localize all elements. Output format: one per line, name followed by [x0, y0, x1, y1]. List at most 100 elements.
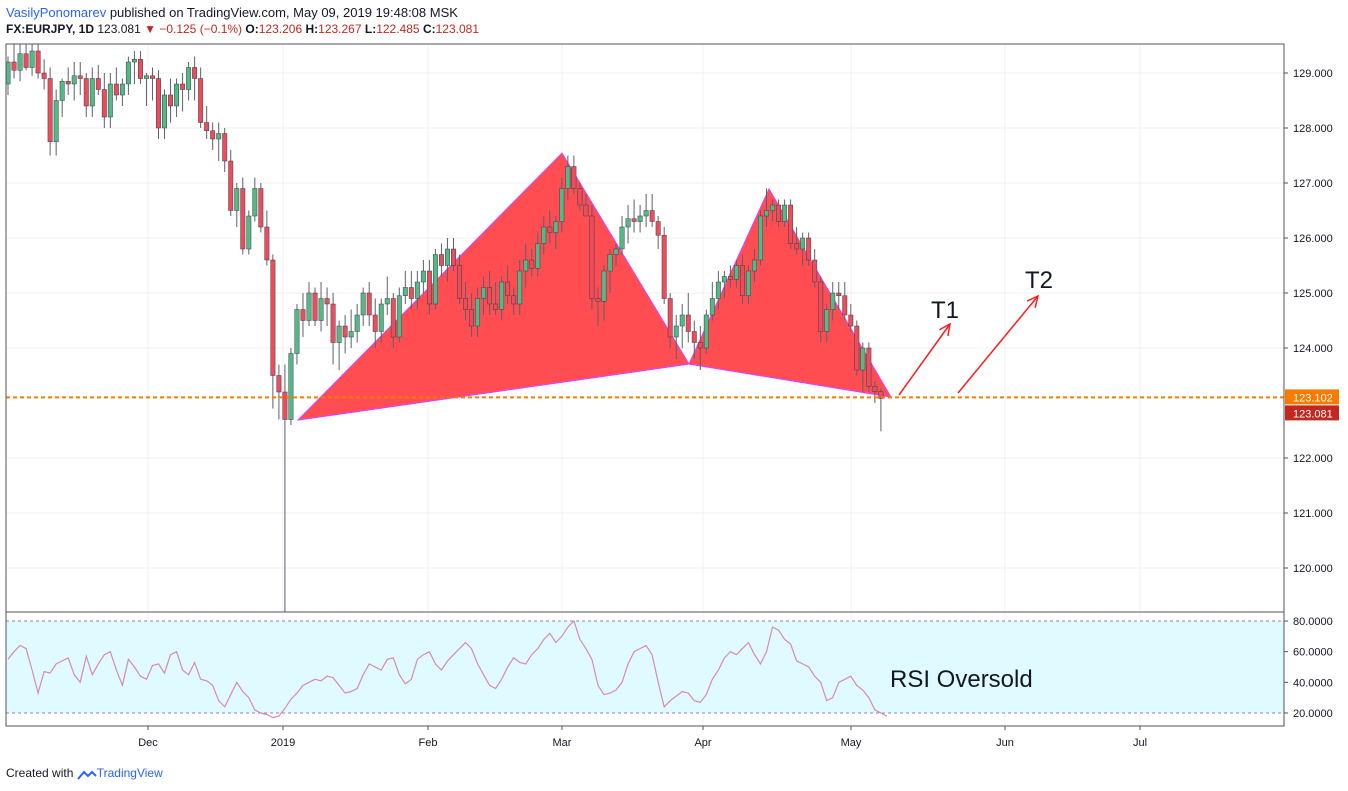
candle [529, 249, 535, 277]
candle-body [505, 281, 511, 296]
candle-body [493, 303, 499, 310]
candle-body [222, 133, 228, 162]
candle-body [23, 53, 29, 68]
candle-body [252, 188, 258, 217]
candle [234, 183, 240, 227]
symbol-legend: FX:EURJPY, 1D 123.081 ▼ −0.125 (−0.1%) O… [6, 22, 479, 36]
y-tick-label: 128.000 [1293, 123, 1333, 135]
y-tick-label: 122.000 [1293, 453, 1333, 465]
candle-body [276, 375, 282, 393]
candle-body [691, 331, 697, 343]
candle [264, 210, 270, 266]
candle [679, 304, 685, 348]
tradingview-icon [76, 769, 97, 780]
candle [824, 304, 830, 343]
candle-body [709, 298, 715, 316]
candle-body [733, 265, 739, 280]
candle [119, 78, 125, 106]
candle [366, 282, 372, 326]
candle-body [800, 237, 806, 250]
candle-body [83, 78, 89, 107]
candle-body [162, 94, 167, 129]
t1-label: T1 [931, 297, 959, 324]
candle [35, 44, 41, 79]
candle [571, 155, 577, 194]
candle [384, 276, 390, 315]
arrow-shaft [898, 323, 951, 396]
price-change: ▼ −0.125 (−0.1%) [144, 22, 243, 36]
candle [288, 348, 294, 425]
candle [348, 309, 354, 348]
candle [324, 287, 330, 326]
candle [174, 78, 180, 117]
candle [156, 70, 161, 139]
level-price-label: 123.102 [1293, 392, 1333, 404]
candle [661, 227, 667, 304]
candle [240, 177, 246, 255]
candle-body [559, 188, 565, 222]
candle-body [354, 314, 360, 332]
candle-body [318, 298, 324, 321]
candle-body [565, 166, 571, 189]
candle-body [246, 215, 252, 250]
candle [625, 205, 631, 244]
candle-body [463, 298, 468, 310]
candle [848, 304, 854, 332]
candle-body [625, 218, 631, 228]
candle-body [770, 204, 775, 211]
candle-body [842, 295, 848, 316]
candle [107, 73, 113, 128]
candle-body [848, 314, 854, 327]
candle [782, 199, 788, 227]
plot-frame [5, 43, 1285, 727]
candle-body [228, 160, 234, 211]
y-tick-label: 126.000 [1293, 233, 1333, 245]
candle [517, 260, 523, 315]
candle [631, 199, 637, 233]
close-value: 123.081 [435, 22, 479, 36]
tradingview-brand-link[interactable]: TradingView [96, 766, 163, 780]
candle-body [420, 270, 426, 283]
candle [113, 67, 119, 101]
candle-body [854, 325, 860, 371]
candle [685, 293, 691, 343]
candle-body [818, 281, 824, 332]
candle [776, 199, 782, 227]
y-tick-label: 129.000 [1293, 68, 1333, 80]
candle-body [469, 309, 474, 327]
candle [794, 227, 800, 255]
candle-body [378, 303, 384, 332]
candle [258, 183, 264, 233]
candle [77, 62, 83, 95]
candle-body [619, 226, 625, 250]
candle-body [113, 83, 119, 96]
symbol-name: FX:EURJPY, 1D [6, 22, 95, 36]
candle-body [59, 81, 65, 101]
candle-body [396, 295, 402, 338]
candle [613, 243, 619, 266]
candle [198, 67, 204, 128]
candle-body [667, 298, 673, 338]
candle-body [282, 391, 288, 420]
candle-body [53, 100, 59, 142]
candle-body [457, 265, 462, 299]
candle-body [776, 204, 782, 222]
candle-body [264, 226, 270, 261]
candle-body [824, 309, 830, 332]
target-arrow-t1 [898, 322, 952, 396]
candle [342, 315, 348, 354]
candle [282, 364, 288, 612]
candle-body [300, 309, 306, 321]
candle-body [607, 254, 613, 272]
candle [252, 177, 258, 222]
candle-body [35, 50, 41, 74]
candle-body [836, 292, 842, 296]
candle-body [372, 314, 378, 332]
author-link[interactable]: VasilyPonomarev [6, 5, 107, 20]
candle [601, 265, 607, 321]
candle-body [366, 292, 372, 316]
candle-body [541, 226, 547, 244]
candle-body [553, 221, 559, 233]
candle [186, 62, 192, 101]
